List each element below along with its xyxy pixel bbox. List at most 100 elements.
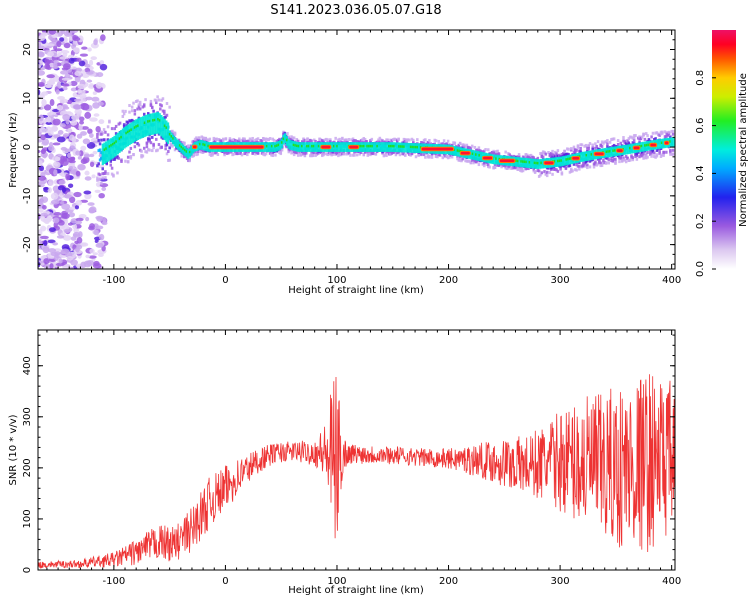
spectrogram-halo-point xyxy=(117,122,121,126)
spectrogram-noise-point xyxy=(75,150,81,156)
spectrogram-ridge-core xyxy=(294,144,297,147)
spectrogram-halo-point xyxy=(477,146,481,150)
spectrogram-halo-point xyxy=(157,98,161,102)
spectrogram-halo-point xyxy=(404,140,407,144)
spectrogram-halo-point xyxy=(145,145,149,149)
spectrogram-ridge-band xyxy=(561,156,565,166)
spectrogram-halo-point xyxy=(632,134,636,138)
spectrogram-halo-point xyxy=(653,151,656,155)
spectrogram-halo-point xyxy=(96,135,99,139)
spectrogram-halo-point xyxy=(591,147,594,151)
spectrogram-halo-point xyxy=(536,169,540,173)
spectrogram-halo-point xyxy=(300,140,304,144)
spectrogram-noise-point xyxy=(38,114,44,122)
spectrogram-halo-point xyxy=(426,155,430,159)
spectrogram-halo-point xyxy=(665,150,668,154)
spectrogram-halo-point xyxy=(335,152,339,156)
spectrogram-ridge-core xyxy=(471,152,474,156)
spectrogram-halo-point xyxy=(223,151,226,155)
spectrogram-halo-point xyxy=(528,154,532,158)
spectrogram-noise-point xyxy=(59,70,69,75)
spectrogram-halo-point xyxy=(96,176,99,180)
spectrogram-ridge-band xyxy=(479,151,483,162)
spectrogram-ridge-band xyxy=(406,142,409,153)
spectrogram-halo-point xyxy=(142,112,146,116)
spectrogram-halo-point xyxy=(663,130,667,134)
spectrogram-noise-point xyxy=(83,190,92,195)
spectrogram-noise-point xyxy=(80,261,87,269)
spectrogram-ridge-band xyxy=(672,137,675,148)
spectrogram-noise-point xyxy=(75,170,81,177)
spectrogram-halo-point xyxy=(430,155,434,159)
spectrogram-halo-point xyxy=(611,159,615,163)
spectrogram-halo-point xyxy=(187,159,190,163)
spectrogram-halo-point xyxy=(417,153,420,157)
spectrogram-halo-point xyxy=(369,139,372,143)
spectrogram-halo-point xyxy=(491,150,494,154)
spectrogram-ridge-band xyxy=(304,142,307,152)
snr-y-axis: 0 100 200 300 400 xyxy=(22,334,675,573)
spectrogram-halo-point xyxy=(571,169,574,173)
spectrogram-halo-point xyxy=(330,153,333,157)
spectrogram-halo-point xyxy=(592,162,596,166)
spectrogram-halo-point xyxy=(570,147,573,151)
spectrogram-halo-point xyxy=(638,135,641,139)
spectrogram-halo-point xyxy=(532,167,536,171)
spectrogram-halo-point xyxy=(310,152,313,156)
spectrogram-halo-point xyxy=(583,144,586,148)
spectrogram-ridge-core xyxy=(414,145,417,149)
spectrogram-noise-point xyxy=(84,176,92,181)
spectrogram-halo-point xyxy=(231,153,234,157)
spectrogram-halo-point xyxy=(488,165,491,169)
spectrogram-halo-point xyxy=(547,151,550,155)
spectrogram-halo-point xyxy=(266,137,269,141)
spec-y-tick-label: 0 xyxy=(22,144,33,150)
spectrogram-halo-point xyxy=(133,145,137,149)
spectrogram-halo-point xyxy=(606,139,609,143)
spectrogram-halo-point xyxy=(354,139,357,143)
spectrogram-halo-point xyxy=(446,139,450,143)
spectrogram-halo-point xyxy=(255,137,258,141)
spectrogram-halo-point xyxy=(671,132,675,136)
spectrogram-halo-point xyxy=(404,153,407,157)
spectrogram-ridge-band xyxy=(155,112,158,134)
spectrogram-halo-point xyxy=(591,143,594,147)
spectrogram-halo-point xyxy=(311,151,315,155)
spectrogram-ridge-core xyxy=(608,149,611,153)
spectrogram-halo-point xyxy=(155,101,158,105)
spectrogram-halo-point xyxy=(496,149,499,153)
spectrogram-halo-point xyxy=(603,140,606,144)
spectrogram-halo-point xyxy=(136,99,139,103)
spectrogram-halo-point xyxy=(638,155,641,159)
spectrogram-ridge-core xyxy=(376,144,379,148)
spectrogram-noise-point xyxy=(41,91,49,96)
spectrogram-halo-point xyxy=(318,137,321,141)
spectrogram-halo-point xyxy=(155,137,158,141)
spectrogram-halo-point xyxy=(173,133,177,137)
spectrogram-noise-point xyxy=(52,185,60,193)
spectrogram-halo-point xyxy=(513,166,517,170)
spectrogram-halo-point xyxy=(515,166,518,170)
spectrogram-halo-point xyxy=(146,139,150,143)
spectrogram-ridge-core xyxy=(135,125,138,128)
spectrogram-halo-point xyxy=(658,151,661,155)
spectrogram-halo-point xyxy=(329,138,332,142)
spectrogram-halo-point xyxy=(152,142,155,146)
spectrogram-halo-point xyxy=(445,142,449,146)
spectrogram-halo-point xyxy=(264,152,268,156)
spectrogram-ridge-band xyxy=(334,142,337,152)
spectrogram-halo-point xyxy=(133,140,137,144)
spectrogram-ridge-core xyxy=(307,144,310,148)
spectrogram-ridge-band xyxy=(342,142,345,152)
spectrogram-halo-point xyxy=(302,139,305,143)
spectrogram-noise-point xyxy=(88,83,94,88)
spectrogram-noise-point xyxy=(39,60,44,66)
spectrogram-halo-point xyxy=(446,156,450,160)
spectrogram-halo-point xyxy=(240,153,244,157)
spectrogram-halo-point xyxy=(624,154,628,158)
spectrogram-noise-point xyxy=(74,98,82,102)
spectrogram-halo-point xyxy=(572,150,576,154)
spectrogram-ridge-band xyxy=(555,157,558,167)
spectrogram-ridge-band xyxy=(165,120,168,142)
spectrogram-halo-point xyxy=(634,154,637,158)
